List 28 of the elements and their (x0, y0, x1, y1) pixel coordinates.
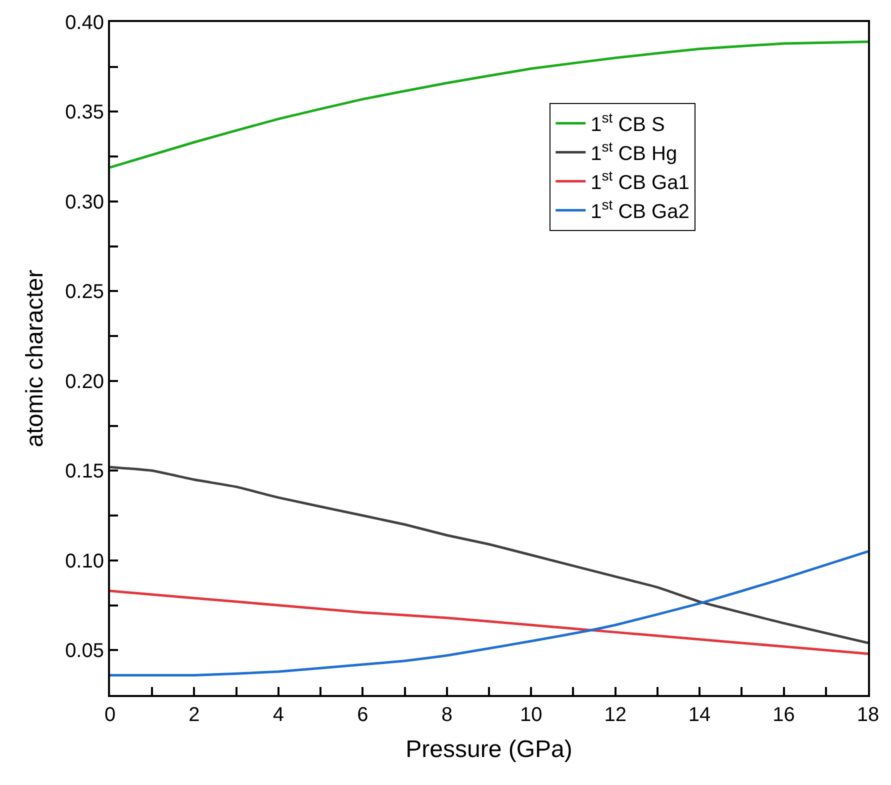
x-tick-label: 2 (188, 704, 200, 726)
y-tick-label: 0.15 (65, 460, 104, 483)
x-tick-label: 10 (520, 704, 542, 726)
y-tick-label: 0.20 (65, 370, 104, 393)
x-tick-label: 6 (357, 704, 368, 726)
y-tick-label: 0.05 (65, 640, 104, 662)
line-series (110, 466, 868, 644)
y-tick-label: 0.25 (65, 281, 104, 304)
x-tick-label: 8 (441, 704, 452, 726)
legend-label: 1$^{st}$ CB S (590, 110, 665, 136)
legend-label: 1$^{st}$ CB Hg (590, 138, 678, 166)
y-tick-label: 0.40 (65, 12, 104, 34)
x-tick-label: 12 (604, 704, 626, 726)
line-series (110, 550, 868, 677)
y-tick-label: 0.10 (65, 550, 104, 572)
y-axis-title: atomic character (22, 270, 49, 448)
x-tick-label: 0 (104, 704, 116, 726)
legend-label: 1$^{st}$ CB Ga2 (590, 196, 690, 224)
x-tick-label: 18 (856, 704, 880, 726)
x-tick-label: 4 (272, 704, 284, 726)
y-tick-label: 0.35 (65, 102, 104, 124)
y-tick-label: 0.30 (65, 191, 104, 214)
line-series (110, 590, 868, 655)
x-tick-label: 16 (772, 704, 795, 726)
legend-label: 1$^{st}$ CB Ga1 (590, 168, 690, 194)
x-axis-title: Pressure (GPa) (406, 736, 572, 763)
line-series (110, 40, 868, 169)
x-tick-label: 14 (688, 704, 711, 726)
